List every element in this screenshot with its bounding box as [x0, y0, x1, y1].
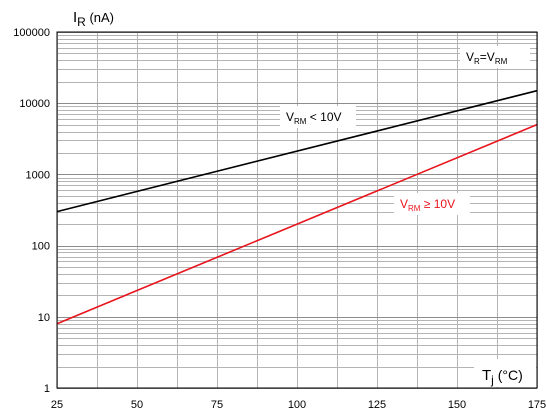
- y-axis-label-main: I: [73, 9, 77, 26]
- x-axis-label-unit: (°C): [494, 367, 523, 383]
- y-tick-label: 100000: [13, 27, 50, 39]
- annotation-condition: VR=VRM: [466, 50, 508, 66]
- x-tick-label: 100: [288, 399, 306, 411]
- anno-red-a: V: [400, 197, 408, 211]
- annotation-red-series: VRM ≥ 10V: [400, 197, 455, 213]
- anno-black-a: V: [286, 110, 294, 124]
- y-tick-label: 1000: [26, 169, 50, 181]
- plot-border: [56, 31, 538, 389]
- anno-red-a-sub: RM: [408, 204, 421, 213]
- series-line-2: [56, 123, 538, 325]
- anno-black-a-sub: RM: [294, 117, 307, 126]
- anno-condition-eq: =V: [480, 50, 495, 64]
- y-tick-label: 10000: [19, 98, 50, 110]
- x-tick-label: 25: [51, 399, 63, 411]
- x-axis-label-main: T: [482, 367, 491, 384]
- annotation-red-bg: [394, 193, 470, 215]
- anno-black-rest: < 10V: [306, 110, 341, 124]
- x-tick-label: 125: [368, 399, 386, 411]
- annotation-condition-bg: [460, 46, 530, 68]
- y-axis-label-unit: (nA): [86, 10, 114, 25]
- anno-condition-a-sub: R: [474, 57, 480, 66]
- x-axis-label-bg: [474, 359, 536, 387]
- y-axis-label: IR (nA): [73, 9, 114, 29]
- x-tick-label: 50: [131, 399, 143, 411]
- anno-condition-a: V: [466, 50, 474, 64]
- y-tick-label: 10: [38, 312, 50, 324]
- x-tick-label: 75: [211, 399, 223, 411]
- y-axis-label-sub: R: [77, 15, 86, 29]
- annotation-black-series: VRM < 10V: [286, 110, 342, 126]
- y-tick-label: 1: [44, 383, 50, 395]
- annotations: VR=VRM VRM < 10V VRM ≥ 10V Tj (°C): [280, 46, 536, 387]
- annotation-black-bg: [280, 106, 356, 128]
- x-axis-label-sub: j: [490, 373, 494, 387]
- x-tick-label: 175: [528, 399, 546, 411]
- series-group: [56, 89, 538, 325]
- y-tick-label: 100: [32, 241, 50, 253]
- anno-condition-b-sub: RM: [495, 57, 508, 66]
- series-line-1: [56, 89, 538, 213]
- x-axis-label: Tj (°C): [482, 367, 523, 387]
- y-tick-labels: 1 10 100 1000 10000 100000: [13, 27, 50, 395]
- x-tick-label: 150: [448, 399, 466, 411]
- x-tick-labels: 25 50 75 100 125 150 175: [51, 399, 546, 411]
- anno-red-rest: ≥ 10V: [420, 197, 455, 211]
